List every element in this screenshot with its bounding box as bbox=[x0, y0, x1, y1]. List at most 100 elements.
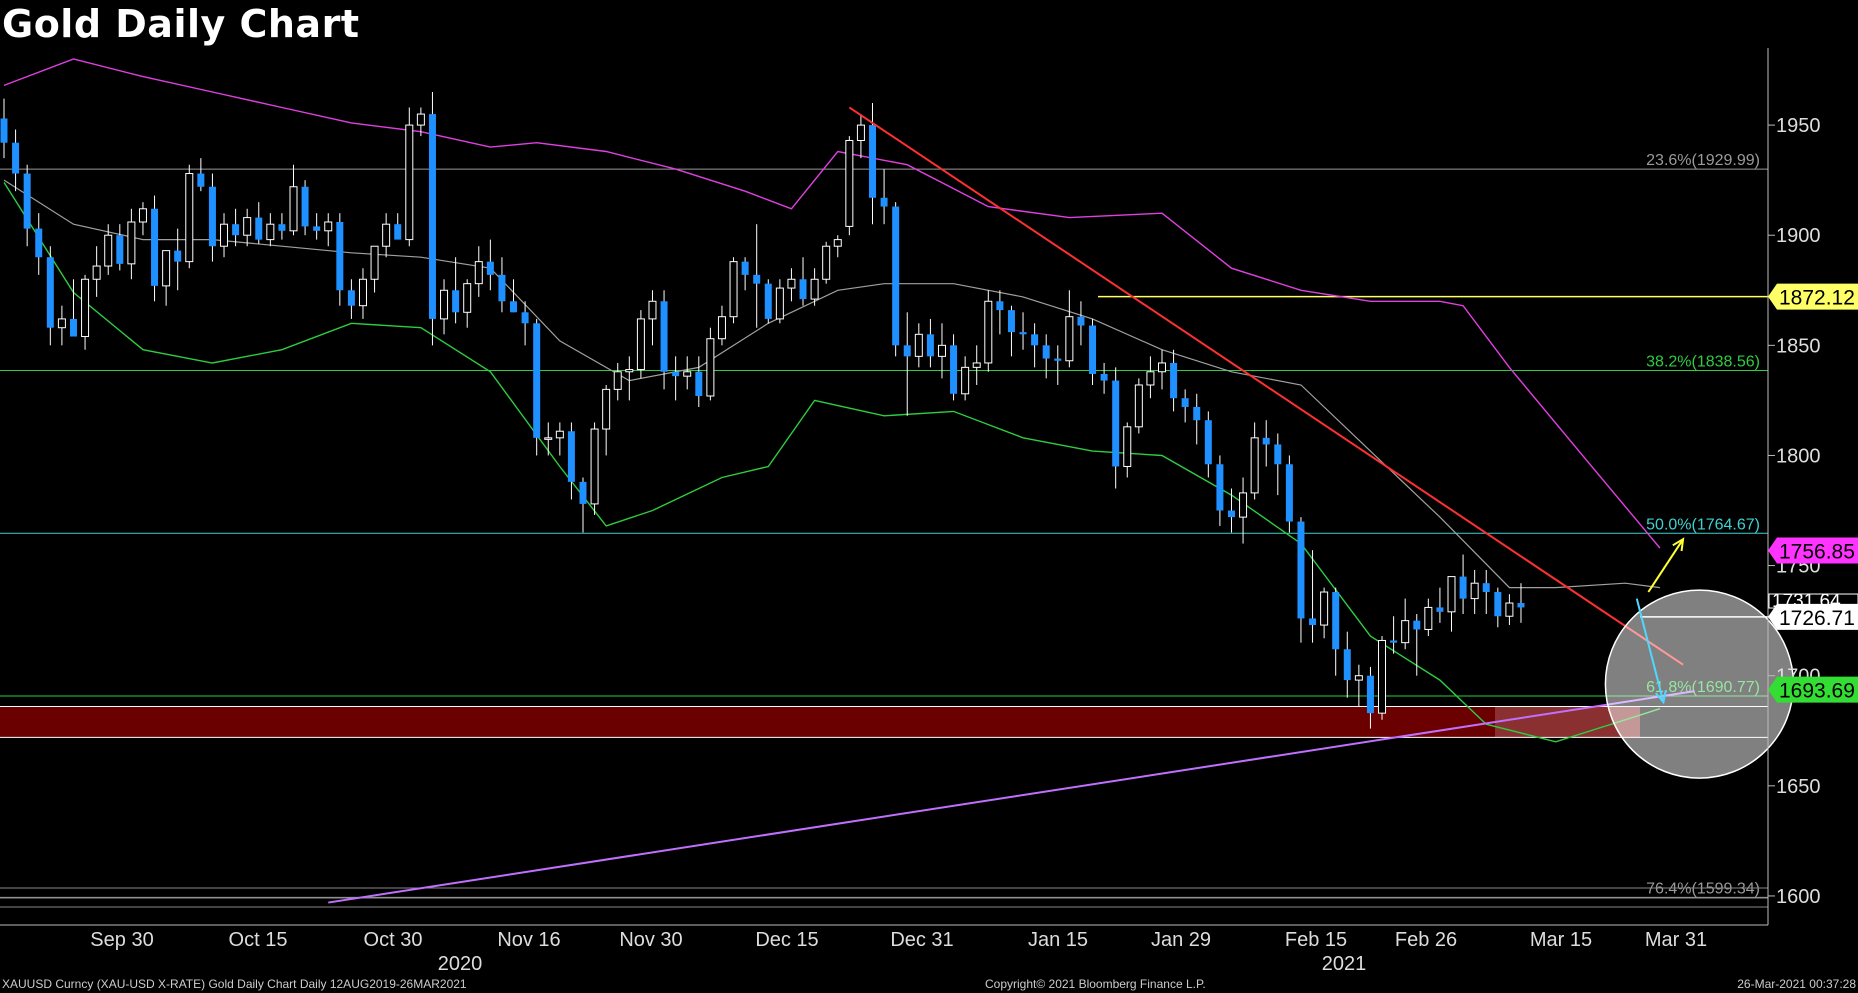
candle-body bbox=[127, 221, 136, 265]
footer-timestamp: 26-Mar-2021 00:37:28 bbox=[1737, 977, 1856, 991]
upper-bollinger-band bbox=[3, 58, 1661, 549]
x-tick-label: Sep 30 bbox=[90, 929, 153, 951]
candle-body bbox=[810, 278, 819, 300]
candle-body bbox=[347, 290, 355, 306]
candle-body bbox=[116, 235, 124, 264]
x-tick-label: Jan 15 bbox=[1028, 929, 1088, 951]
x-tick-label: Jan 29 bbox=[1151, 929, 1211, 951]
candle-body bbox=[1354, 675, 1363, 681]
candle-body bbox=[555, 430, 564, 439]
candle-body bbox=[625, 369, 634, 373]
candle-body bbox=[533, 323, 541, 438]
candle-body bbox=[903, 345, 911, 357]
candle-body bbox=[926, 334, 934, 357]
candle-body bbox=[648, 300, 657, 320]
footer-source: XAUUSD Curncy (XAU-USD X-RATE) Gold Dail… bbox=[2, 977, 467, 991]
support-zone bbox=[0, 706, 1640, 738]
candle-body bbox=[1459, 576, 1467, 599]
candle-body bbox=[1517, 603, 1525, 608]
candle-body bbox=[1134, 384, 1143, 428]
candle-body bbox=[1031, 334, 1039, 346]
candle-body bbox=[833, 239, 842, 247]
price-tag-bg bbox=[1768, 676, 1858, 703]
fib-level-label: 38.2%(1838.56) bbox=[1646, 354, 1760, 371]
candle-body bbox=[636, 318, 645, 371]
candle-body bbox=[1089, 325, 1097, 374]
candle-body bbox=[1401, 620, 1410, 644]
candle-body bbox=[1413, 620, 1421, 630]
candle-body bbox=[950, 345, 958, 394]
x-tick-label: Mar 15 bbox=[1530, 929, 1592, 951]
fib-level-label: 76.4%(1599.34) bbox=[1646, 880, 1760, 897]
year-label: 2021 bbox=[1322, 953, 1367, 975]
candle-body bbox=[0, 118, 8, 143]
candle-body bbox=[463, 283, 472, 313]
x-tick-label: Nov 30 bbox=[619, 929, 682, 951]
candle-body bbox=[92, 265, 101, 280]
candle-body bbox=[1390, 640, 1398, 643]
candle-body bbox=[1216, 464, 1224, 511]
projection-arrowhead bbox=[1672, 537, 1685, 552]
candle-body bbox=[185, 173, 194, 263]
candle-body bbox=[787, 278, 796, 289]
candle-body bbox=[984, 300, 993, 364]
candle-body bbox=[1250, 437, 1259, 494]
candle-body bbox=[57, 318, 66, 329]
candle-body bbox=[313, 226, 321, 231]
x-tick-label: Feb 15 bbox=[1285, 929, 1347, 951]
y-tick-label: 1600 bbox=[1776, 886, 1821, 908]
candle-body bbox=[996, 301, 1004, 311]
candle-body bbox=[717, 316, 726, 340]
candle-body bbox=[1482, 583, 1490, 593]
candle-body bbox=[972, 362, 981, 368]
candle-body bbox=[370, 245, 379, 280]
candle-body bbox=[567, 431, 575, 482]
x-tick-label: Oct 15 bbox=[229, 929, 288, 951]
candle-body bbox=[1170, 362, 1178, 399]
x-tick-label: Dec 15 bbox=[755, 929, 818, 951]
candle-body bbox=[301, 186, 309, 227]
candle-body bbox=[1447, 576, 1456, 613]
price-tag-bg bbox=[1768, 283, 1858, 310]
candle-body bbox=[914, 333, 923, 357]
candle-body bbox=[1424, 606, 1433, 630]
price-tag-label: 1872.12 bbox=[1779, 287, 1855, 310]
candle-body bbox=[35, 228, 43, 258]
uptrend-line bbox=[328, 690, 1695, 904]
candle-body bbox=[1204, 420, 1212, 465]
candle-body bbox=[856, 124, 865, 142]
candle-body bbox=[695, 371, 703, 396]
candle-body bbox=[961, 366, 970, 395]
candle-body bbox=[46, 257, 54, 328]
candle-body bbox=[892, 206, 900, 346]
candle-body bbox=[232, 224, 240, 236]
candle-body bbox=[151, 208, 159, 286]
candle-body bbox=[1332, 592, 1340, 650]
candle-body bbox=[1146, 371, 1155, 386]
candle-body bbox=[336, 221, 344, 291]
candle-body bbox=[1054, 358, 1062, 361]
candle-body bbox=[498, 274, 506, 302]
candle-body bbox=[521, 312, 529, 324]
candle-body bbox=[278, 224, 286, 231]
candle-body bbox=[12, 142, 20, 174]
candle-body bbox=[1470, 582, 1479, 600]
candle-body bbox=[428, 114, 436, 319]
candle-body bbox=[775, 287, 784, 320]
candle-body bbox=[1100, 373, 1108, 381]
fib-level-label: 50.0%(1764.67) bbox=[1646, 516, 1760, 533]
candle-body bbox=[1158, 362, 1166, 373]
highlight-circle bbox=[1604, 589, 1795, 779]
candle-body bbox=[266, 223, 275, 241]
chart-title: Gold Daily Chart bbox=[2, 2, 360, 46]
candle-body bbox=[1320, 591, 1329, 626]
candle-body bbox=[741, 261, 749, 275]
candle-body bbox=[1343, 649, 1351, 681]
candle-body bbox=[138, 208, 147, 223]
candle-body bbox=[289, 186, 298, 232]
candle-body bbox=[474, 261, 483, 285]
candle-body bbox=[486, 261, 494, 275]
candle-body bbox=[81, 278, 90, 338]
footer-copyright: Copyright© 2021 Bloomberg Finance L.P. bbox=[985, 977, 1206, 991]
